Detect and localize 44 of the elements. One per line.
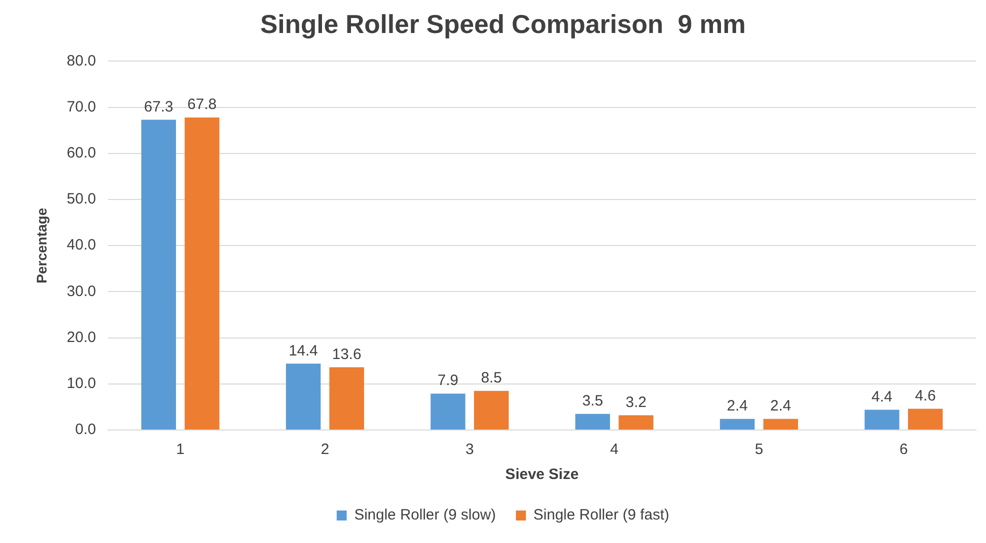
y-tick-label: 0.0 [75, 421, 96, 438]
data-label: 3.5 [582, 392, 604, 410]
bar [908, 408, 943, 430]
y-tick-label: 50.0 [66, 190, 96, 208]
y-tick-label: 80.0 [66, 52, 96, 70]
y-axis-title: Percentage [33, 208, 50, 284]
bar [763, 418, 798, 430]
bar [430, 394, 466, 430]
bar [575, 414, 610, 430]
y-tick-label: 10.0 [66, 375, 96, 392]
data-label: 8.5 [480, 369, 502, 386]
x-tick-label: 3 [465, 441, 474, 458]
data-label: 67.8 [187, 96, 217, 114]
bar [286, 364, 321, 430]
x-axis-title: Sieve Size [505, 466, 579, 484]
bar [618, 415, 654, 430]
y-tick-label: 30.0 [66, 282, 96, 300]
data-label: 67.3 [144, 98, 174, 116]
bar [184, 117, 220, 430]
data-label: 2.4 [726, 398, 748, 415]
x-tick-label: 6 [899, 441, 908, 458]
x-tick-label: 5 [754, 441, 764, 458]
data-label: 4.6 [914, 387, 936, 404]
data-label: 3.2 [626, 394, 646, 411]
legend-label: Single Roller (9 fast) [533, 506, 670, 524]
y-tick-label: 70.0 [66, 98, 96, 116]
bar [720, 418, 755, 430]
y-tick-label: 60.0 [66, 144, 96, 162]
data-label: 13.6 [332, 346, 362, 363]
legend-label: Single Roller (9 slow) [354, 506, 496, 524]
bar [864, 410, 900, 430]
x-tick-label: 4 [610, 441, 619, 458]
bar [474, 390, 509, 430]
data-label: 7.9 [438, 372, 458, 390]
bar [329, 367, 364, 430]
bar [141, 120, 176, 430]
data-label: 4.4 [872, 388, 892, 406]
chart-title: Single Roller Speed Comparison 9 mm [260, 8, 746, 39]
data-label: 2.4 [770, 398, 792, 415]
y-tick-label: 20.0 [66, 328, 96, 346]
data-label: 14.4 [288, 342, 318, 360]
x-tick-label: 1 [176, 441, 184, 458]
x-tick-label: 2 [320, 441, 330, 458]
y-tick-label: 40.0 [66, 236, 96, 254]
